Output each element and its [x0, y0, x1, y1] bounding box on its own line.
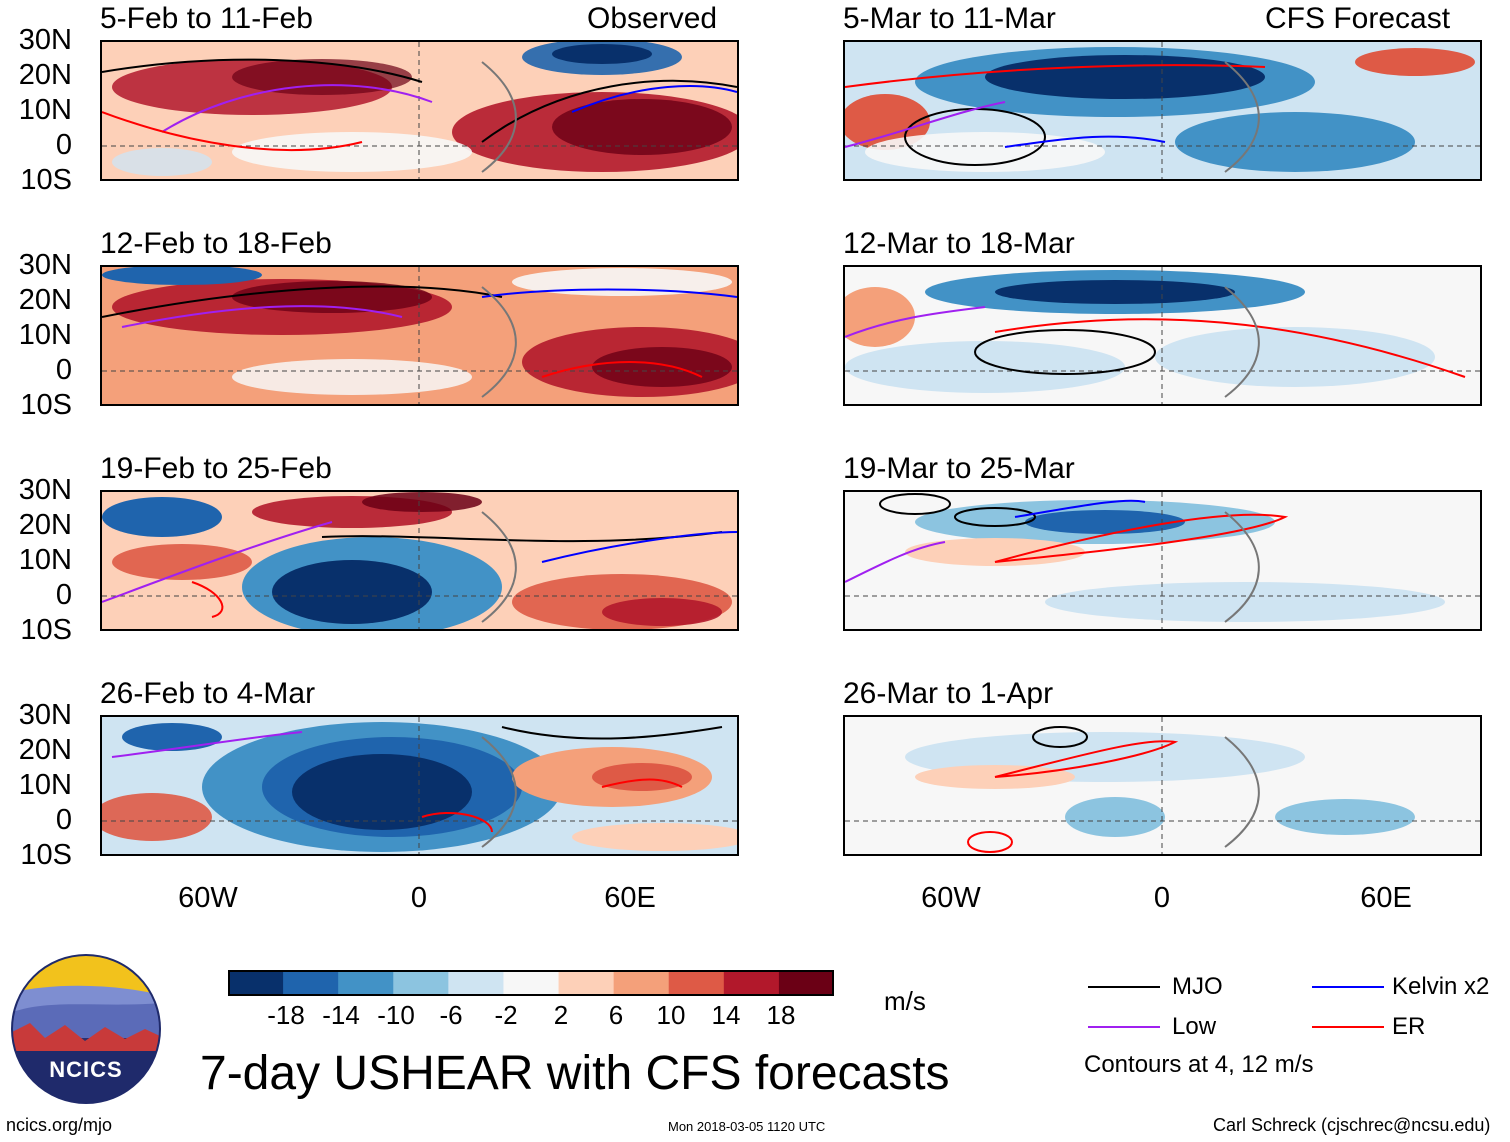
legend-label-kelvin: Kelvin x2 — [1392, 973, 1490, 1000]
lat-label: 20N — [18, 509, 72, 541]
map-panel-forecast-1 — [843, 40, 1482, 181]
colorbar-cell — [283, 970, 339, 996]
colorbar-cell — [393, 970, 449, 996]
colorbar-label: -2 — [494, 1000, 518, 1030]
colorbar-cell — [503, 970, 560, 996]
colorbar-cell — [613, 970, 670, 996]
lat-label: 10S — [20, 614, 72, 646]
lat-label: 30N — [18, 699, 72, 731]
panel-title: 26-Mar to 1-Apr — [843, 677, 1054, 710]
legend-line-mjo — [1088, 986, 1160, 988]
panel-title: 12-Mar to 18-Mar — [843, 227, 1075, 260]
main-title: 7-day USHEAR with CFS forecasts — [200, 1047, 950, 1100]
forecast-label: CFS Forecast — [1265, 2, 1451, 35]
map-panel-forecast-4 — [843, 715, 1482, 856]
ncics-logo: NCICS — [10, 953, 162, 1105]
legend-line-er — [1312, 1026, 1384, 1028]
map-panel-observed-3 — [100, 490, 739, 631]
panel-title: 12-Feb to 18-Feb — [100, 227, 332, 260]
map-panel-observed-4 — [100, 715, 739, 856]
lon-label: 60E — [604, 882, 656, 914]
lon-label: 60W — [178, 882, 238, 914]
lat-label: 10S — [20, 164, 72, 196]
colorbar-label: 14 — [711, 1000, 741, 1030]
colorbar-cell — [558, 970, 615, 996]
lat-label: 0 — [55, 804, 72, 836]
colorbar-cell — [228, 970, 284, 996]
colorbar-label: -6 — [439, 1000, 463, 1030]
panel-title: 5-Mar to 11-Mar — [843, 2, 1056, 35]
legend-line-low — [1088, 1026, 1160, 1028]
legend-label-mjo: MJO — [1172, 973, 1223, 1000]
lat-label: 10N — [18, 769, 72, 801]
lat-label: 20N — [18, 284, 72, 316]
lon-label: 0 — [1153, 882, 1171, 914]
lon-label: 60E — [1360, 882, 1412, 914]
colorbar-label: -18 — [267, 1000, 305, 1030]
panel-title: 26-Feb to 4-Mar — [100, 677, 316, 710]
panel-title: 5-Feb to 11-Feb — [100, 2, 313, 35]
footer-timestamp: Mon 2018-03-05 1120 UTC — [668, 1119, 826, 1134]
map-panel-forecast-3 — [843, 490, 1482, 631]
legend-label-low: Low — [1172, 1013, 1217, 1040]
colorbar-strip — [228, 970, 834, 996]
colorbar-label: -10 — [377, 1000, 415, 1030]
legend-label-er: ER — [1392, 1013, 1426, 1040]
colorbar-label: 6 — [608, 1000, 624, 1030]
lat-label: 30N — [18, 474, 72, 506]
lat-label: 0 — [55, 579, 72, 611]
contour-note: Contours at 4, 12 m/s — [1084, 1051, 1314, 1078]
footer-url[interactable]: ncics.org/mjo — [6, 1115, 113, 1135]
lat-label: 10S — [20, 839, 72, 871]
panel-title: 19-Mar to 25-Mar — [843, 452, 1075, 485]
observed-label: Observed — [587, 2, 718, 35]
colorbar-cell — [778, 970, 834, 996]
colorbar-label: -14 — [322, 1000, 360, 1030]
lat-label: 20N — [18, 734, 72, 766]
lon-label: 0 — [410, 882, 428, 914]
map-panel-observed-1 — [100, 40, 739, 181]
lat-label: 10N — [18, 544, 72, 576]
colorbar-cell — [668, 970, 725, 996]
colorbar-label: 10 — [656, 1000, 686, 1030]
colorbar-label: 2 — [553, 1000, 569, 1030]
panel-title: 19-Feb to 25-Feb — [100, 452, 332, 485]
logo-text: NCICS — [49, 1057, 123, 1082]
lon-label: 60W — [921, 882, 981, 914]
legend-line-kelvin — [1312, 986, 1384, 988]
lat-label: 30N — [18, 249, 72, 281]
colorbar-label: 18 — [766, 1000, 796, 1030]
lat-label: 0 — [55, 129, 72, 161]
colorbar-cell — [338, 970, 394, 996]
lat-label: 10S — [20, 389, 72, 421]
colorbar-cell — [448, 970, 504, 996]
lat-label: 10N — [18, 94, 72, 126]
lat-label: 0 — [55, 354, 72, 386]
map-panel-observed-2 — [100, 265, 739, 406]
lat-label: 10N — [18, 319, 72, 351]
map-panel-forecast-2 — [843, 265, 1482, 406]
lat-label: 20N — [18, 59, 72, 91]
colorbar-units: m/s — [884, 986, 926, 1016]
lat-label: 30N — [18, 24, 72, 56]
footer-credit: Carl Schreck (cjschrec@ncsu.edu) — [1213, 1115, 1491, 1135]
colorbar-cell — [723, 970, 780, 996]
